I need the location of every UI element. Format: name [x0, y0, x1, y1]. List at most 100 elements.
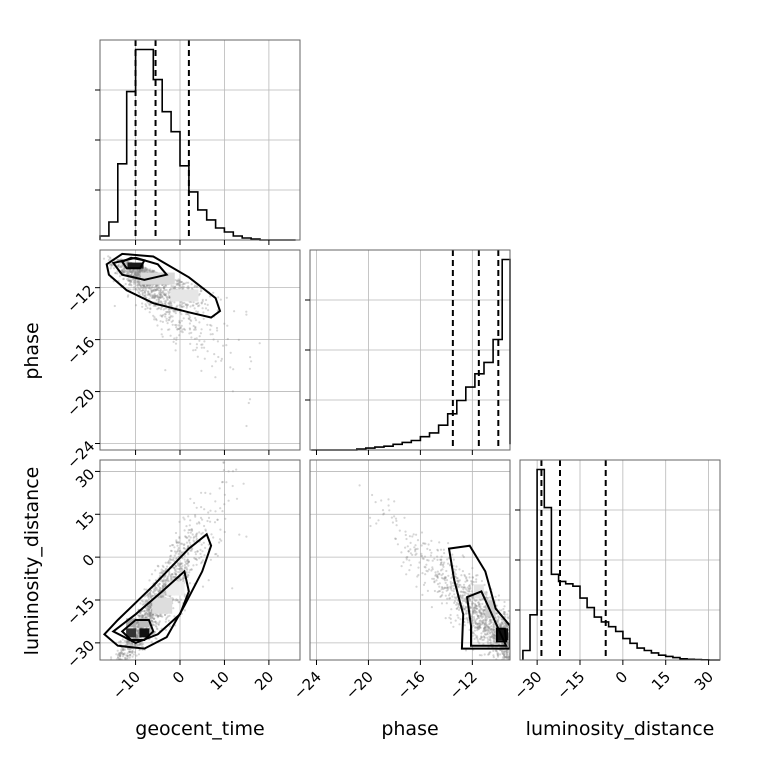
- sample-point: [120, 649, 123, 653]
- sample-point: [491, 634, 494, 637]
- sample-point: [124, 660, 126, 662]
- x-tick-label-phase: −12: [446, 668, 481, 703]
- sample-point: [465, 577, 468, 580]
- sample-point: [502, 612, 505, 616]
- sample-point: [479, 612, 482, 615]
- sample-point: [441, 564, 444, 567]
- sample-point: [125, 640, 128, 643]
- sample-point: [483, 583, 486, 587]
- sample-point: [161, 296, 164, 299]
- sample-point: [482, 609, 485, 612]
- sample-point: [213, 521, 217, 524]
- sample-point: [136, 630, 140, 633]
- sample-point: [473, 620, 476, 623]
- sample-point: [147, 614, 150, 618]
- sample-point: [165, 317, 168, 320]
- sample-point: [195, 346, 198, 349]
- sample-point: [153, 296, 156, 299]
- sample-point: [162, 586, 165, 589]
- sample-point: [152, 296, 155, 299]
- sample-point: [181, 578, 184, 581]
- sample-point: [137, 624, 140, 628]
- sample-point: [472, 624, 475, 627]
- sample-point: [465, 616, 468, 620]
- sample-point: [486, 631, 489, 634]
- sample-point: [164, 613, 167, 617]
- sample-point: [488, 635, 491, 638]
- sample-point: [368, 516, 372, 519]
- sample-point: [491, 636, 494, 639]
- sample-point: [188, 316, 192, 319]
- sample-point: [203, 508, 206, 511]
- sample-point: [508, 665, 510, 667]
- sample-point: [185, 541, 189, 544]
- sample-point: [120, 663, 122, 665]
- sample-point: [128, 651, 131, 654]
- sample-point: [135, 636, 139, 639]
- sample-point: [165, 319, 168, 322]
- scatter-panel-geocent_time-vs-luminosity_distance: [102, 461, 248, 665]
- sample-point: [189, 497, 192, 500]
- sample-point: [158, 620, 161, 623]
- sample-point: [471, 583, 474, 586]
- sample-point: [187, 285, 190, 288]
- sample-point: [479, 615, 482, 618]
- sample-point: [151, 269, 154, 272]
- sample-point: [141, 614, 144, 617]
- sample-point: [489, 629, 492, 632]
- sample-point: [450, 589, 453, 592]
- sample-point: [153, 292, 156, 296]
- sample-point: [182, 577, 185, 581]
- sample-point: [147, 608, 150, 612]
- sample-point: [131, 655, 134, 658]
- sample-point: [180, 598, 183, 601]
- sample-point: [506, 644, 509, 647]
- sample-point: [489, 641, 492, 645]
- sample-point: [149, 606, 152, 609]
- sample-point: [484, 620, 487, 623]
- sample-point: [473, 607, 476, 610]
- sample-point: [148, 612, 151, 616]
- sample-point: [478, 609, 481, 612]
- sample-point: [141, 305, 144, 308]
- sample-point: [499, 667, 501, 669]
- sample-point: [137, 270, 141, 273]
- sample-point: [142, 270, 145, 273]
- sample-point: [185, 305, 189, 308]
- sample-point: [141, 292, 144, 295]
- sample-point: [488, 629, 491, 632]
- sample-point: [457, 604, 460, 607]
- sample-point: [187, 528, 190, 532]
- sample-point: [176, 567, 179, 570]
- sample-point: [507, 668, 509, 670]
- sample-point: [188, 322, 191, 325]
- sample-point: [136, 621, 139, 624]
- sample-point: [168, 296, 171, 299]
- sample-point: [144, 269, 147, 273]
- sample-point: [232, 368, 235, 371]
- sample-point: [146, 608, 149, 611]
- sample-point: [217, 355, 220, 359]
- sample-point: [168, 559, 171, 562]
- sample-point: [145, 296, 148, 299]
- sample-point: [143, 588, 146, 591]
- sample-point: [173, 287, 176, 290]
- sample-point: [179, 326, 182, 329]
- sample-point: [407, 550, 410, 553]
- sample-point: [487, 627, 490, 630]
- sample-point: [476, 622, 479, 625]
- sample-point: [245, 424, 248, 428]
- sample-point: [148, 297, 151, 300]
- sample-point: [427, 559, 430, 562]
- sample-point: [464, 586, 467, 589]
- sample-point: [149, 614, 153, 617]
- sample-point: [411, 553, 414, 557]
- sample-point: [476, 626, 479, 629]
- scatter-panel-phase-vs-luminosity_distance-frame: [309, 459, 511, 661]
- sample-point: [146, 284, 149, 287]
- sample-point: [150, 615, 153, 619]
- sample-point: [391, 521, 394, 524]
- sample-point: [195, 534, 198, 537]
- sample-point: [249, 356, 252, 359]
- sample-point: [406, 555, 409, 559]
